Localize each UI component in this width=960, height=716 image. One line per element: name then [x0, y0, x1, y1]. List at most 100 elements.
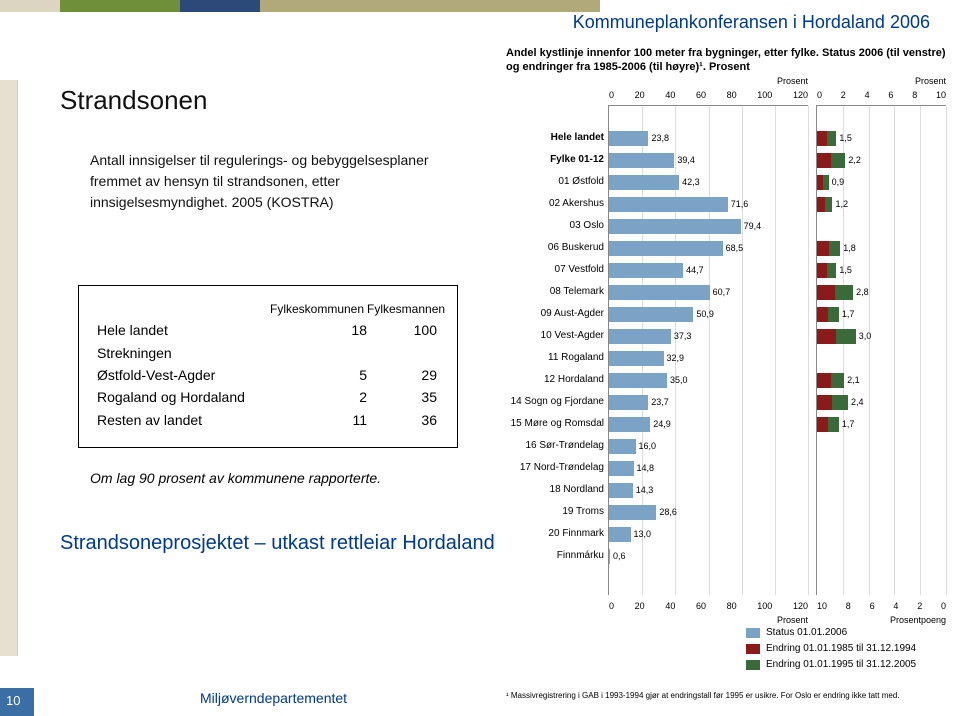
tick: 10 [817, 601, 827, 611]
tick: 60 [696, 601, 706, 611]
bars-left: 23,839,442,371,679,468,544,760,750,937,3… [609, 128, 808, 568]
td: Hele landet [97, 319, 267, 341]
td [367, 342, 437, 364]
table-row: Østfold-Vest-Agder529 [97, 364, 439, 386]
y-label: Fylke 01-12 [506, 149, 608, 171]
tick: 60 [696, 90, 706, 100]
bar-value: 1,7 [842, 307, 855, 322]
bar-value: 13,0 [634, 527, 652, 542]
bar-value: 0,9 [832, 175, 845, 190]
y-label: 10 Vest-Agder [506, 325, 608, 347]
y-label: 06 Buskerud [506, 237, 608, 259]
footer: Miljøverndepartementet [200, 690, 347, 706]
bar-value: 1,8 [843, 241, 856, 256]
bar: 28,6 [609, 505, 656, 520]
td: 29 [367, 364, 437, 386]
y-label: 11 Rogaland [506, 347, 608, 369]
y-label: 19 Troms [506, 501, 608, 523]
chart-left-panel: Prosent 020406080100120 23,839,442,371,6… [608, 105, 808, 595]
bar-value: 2,1 [847, 373, 860, 388]
tick: 40 [665, 90, 675, 100]
bar-value: 0,6 [613, 549, 626, 564]
bar: 32,9 [609, 351, 664, 366]
td: Østfold-Vest-Agder [97, 364, 267, 386]
bar: 44,7 [609, 263, 683, 278]
y-label: Hele landet [506, 127, 608, 149]
td: 100 [367, 319, 437, 341]
y-label: 20 Finnmark [506, 523, 608, 545]
bars-right: 1,52,20,91,21,81,52,81,73,02,12,41,7 [817, 128, 946, 568]
tick: 120 [793, 90, 808, 100]
tick: 0 [609, 601, 614, 611]
tick: 8 [846, 601, 851, 611]
th: Fylkesmannen [367, 300, 445, 319]
tick: 4 [865, 90, 870, 100]
bar-value: 39,4 [677, 153, 695, 168]
tick: 120 [793, 601, 808, 611]
tick: 100 [757, 601, 772, 611]
bar: 79,4 [609, 219, 741, 234]
axis-ticks-top: 0246810 [817, 90, 946, 100]
bar-value: 1,5 [839, 263, 852, 278]
legend-item: Endring 01.01.1995 til 31.12.2005 [746, 657, 956, 673]
y-label: Finnmárku [506, 545, 608, 567]
bar-value: 2,8 [856, 285, 869, 300]
tick: 6 [870, 601, 875, 611]
tick: 0 [941, 601, 946, 611]
y-label: 08 Telemark [506, 281, 608, 303]
bar-value: 14,3 [636, 483, 654, 498]
chart-legend: Status 01.01.2006Endring 01.01.1985 til … [746, 625, 956, 673]
bar-value: 68,5 [726, 241, 744, 256]
bar: 37,3 [609, 329, 671, 344]
y-label: 17 Nord-Trøndelag [506, 457, 608, 479]
table-row: Strekningen [97, 342, 439, 364]
y-label: 09 Aust-Agder [506, 303, 608, 325]
tick: 6 [888, 90, 893, 100]
tick: 0 [817, 90, 822, 100]
bar-value: 16,0 [639, 439, 657, 454]
legend-item: Endring 01.01.1985 til 31.12.1994 [746, 641, 956, 657]
axis-label: Prosent [915, 76, 946, 86]
bar: 60,7 [609, 285, 710, 300]
bar-value: 24,9 [653, 417, 671, 432]
bar-value: 14,8 [637, 461, 655, 476]
td: 5 [267, 364, 367, 386]
td: 18 [267, 319, 367, 341]
tick: 80 [727, 90, 737, 100]
section-title: Strandsonen [60, 85, 207, 116]
td: Strekningen [97, 342, 267, 364]
y-label: 16 Sør-Trøndelag [506, 435, 608, 457]
bar-value: 2,2 [848, 153, 861, 168]
legend-label: Endring 01.01.1995 til 31.12.2005 [766, 657, 916, 673]
bar: 68,5 [609, 241, 723, 256]
page-header: Kommuneplankonferansen i Hordaland 2006 [573, 12, 930, 33]
td [267, 342, 367, 364]
bar-value: 37,3 [674, 329, 692, 344]
table-header-row: Fylkeskommunen Fylkesmannen [97, 300, 439, 319]
bar-value: 42,3 [682, 175, 700, 190]
bar: 16,0 [609, 439, 636, 454]
bar: 24,9 [609, 417, 650, 432]
legend-swatch [746, 660, 760, 670]
tick: 2 [917, 601, 922, 611]
tick: 0 [609, 90, 614, 100]
td: Rogaland og Hordaland [97, 386, 267, 408]
axis-label: Prosent [777, 615, 808, 625]
legend-label: Endring 01.01.1985 til 31.12.1994 [766, 641, 916, 657]
td: 2 [267, 386, 367, 408]
chart-title: Andel kystlinje innenfor 100 meter fra b… [506, 46, 956, 75]
bar-value: 32,9 [667, 351, 685, 366]
bar-value: 28,6 [659, 505, 677, 520]
table-row: Resten av landet1136 [97, 409, 439, 431]
body-text: Antall innsigelser til regulerings- og b… [90, 150, 450, 213]
axis-ticks-bottom: 020406080100120 [609, 601, 808, 611]
y-label: 12 Hordaland [506, 369, 608, 391]
tick: 20 [635, 90, 645, 100]
td: Resten av landet [97, 409, 267, 431]
tick: 100 [757, 90, 772, 100]
bar: 35,0 [609, 373, 667, 388]
y-label: 18 Nordland [506, 479, 608, 501]
bar-value: 71,6 [731, 197, 749, 212]
bar: 71,6 [609, 197, 728, 212]
legend-swatch [746, 644, 760, 654]
